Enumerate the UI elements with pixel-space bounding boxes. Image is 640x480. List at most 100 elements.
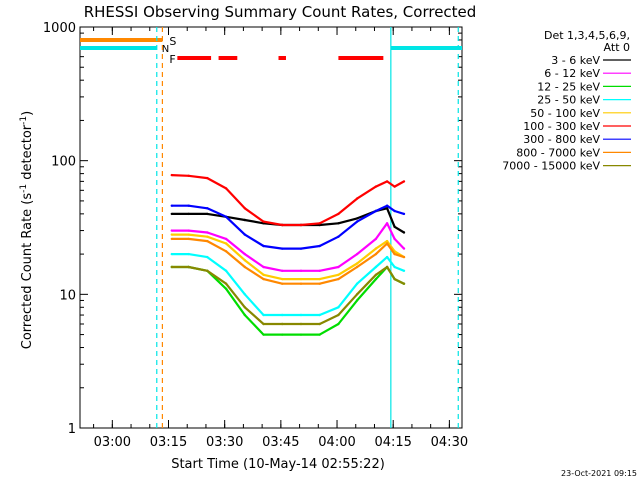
series-point xyxy=(402,180,406,183)
series-point xyxy=(299,313,303,317)
series-point xyxy=(170,252,173,256)
series-point xyxy=(355,217,359,220)
legend-entry: 12 - 25 keV xyxy=(537,80,600,93)
series-point xyxy=(299,269,303,272)
series-point xyxy=(281,333,284,336)
series-point xyxy=(385,204,389,207)
series-point xyxy=(337,306,340,309)
y-tick-label: 1 xyxy=(68,422,76,437)
series-point xyxy=(318,333,321,336)
y-tick-label: 10 xyxy=(59,288,76,303)
series-point xyxy=(187,252,190,256)
series-point xyxy=(385,222,389,225)
series-point xyxy=(224,250,228,253)
series-point xyxy=(170,237,173,241)
series-point xyxy=(187,233,190,236)
series-point xyxy=(355,265,359,269)
series-point xyxy=(385,180,389,183)
plot-frame xyxy=(79,26,463,429)
legend-entry: 6 - 12 keV xyxy=(544,67,600,80)
series-point xyxy=(355,262,359,265)
series-point xyxy=(281,282,284,285)
series-point xyxy=(318,222,321,225)
series-point xyxy=(318,282,321,285)
series-point xyxy=(224,237,228,241)
series-point xyxy=(355,252,359,256)
series-point xyxy=(299,247,303,250)
flare-flag-label: F xyxy=(169,53,175,66)
series-point xyxy=(262,322,265,326)
series-point xyxy=(374,209,378,213)
series-point xyxy=(402,247,406,250)
series-point xyxy=(299,322,303,326)
series-point xyxy=(170,265,173,269)
series-point xyxy=(299,282,303,285)
series-point xyxy=(262,244,265,248)
series-point xyxy=(206,212,209,216)
series-point xyxy=(393,209,396,213)
series-point xyxy=(170,229,173,232)
series-point xyxy=(170,233,173,236)
x-tick-label: 04:00 xyxy=(318,435,355,450)
series-point xyxy=(393,185,396,188)
legend-entry: 3 - 6 keV xyxy=(551,54,600,67)
legend-entry: 50 - 100 keV xyxy=(530,107,600,120)
series-point xyxy=(393,252,396,256)
series-point xyxy=(281,277,284,281)
x-tick-label: 04:30 xyxy=(431,435,468,450)
series-point xyxy=(393,237,396,241)
series-point xyxy=(318,322,321,326)
series-point xyxy=(393,225,396,228)
series-point xyxy=(243,265,246,269)
series-point xyxy=(385,255,389,259)
series-point xyxy=(355,282,359,285)
series-point xyxy=(243,306,246,309)
series-point xyxy=(337,322,340,326)
series-point xyxy=(206,207,209,210)
series-point xyxy=(224,187,228,190)
series-point xyxy=(243,218,246,222)
series-point xyxy=(385,207,389,210)
series-point xyxy=(337,222,340,225)
series-point xyxy=(337,235,340,238)
series-point xyxy=(224,282,228,285)
y-tick-label: 1000 xyxy=(43,21,76,36)
series-point xyxy=(318,269,321,272)
series-point xyxy=(206,176,209,180)
series-point xyxy=(393,265,396,269)
series-point xyxy=(318,244,321,248)
series-point xyxy=(374,277,378,281)
series-point xyxy=(262,277,265,281)
series-point xyxy=(299,277,303,281)
series-point xyxy=(224,269,228,272)
series-point xyxy=(337,277,340,281)
series-point xyxy=(281,322,284,326)
series-point xyxy=(206,255,209,259)
series-point xyxy=(402,212,406,216)
series-point xyxy=(262,220,265,223)
series-point xyxy=(374,252,378,256)
series-point xyxy=(243,207,246,210)
series-point xyxy=(402,231,406,234)
series-point xyxy=(170,212,173,216)
series-point xyxy=(224,242,228,245)
series-point xyxy=(374,273,378,276)
series-point xyxy=(187,229,190,232)
series-point xyxy=(337,265,340,269)
legend-header-att: Att 0 xyxy=(604,41,630,54)
series-point xyxy=(170,204,173,207)
series-point xyxy=(402,269,406,272)
series-point xyxy=(262,265,265,269)
y-axis-label: Corrected Count Rate (s-1 detector-1) xyxy=(19,111,35,349)
series-point xyxy=(206,269,209,272)
chart-title: RHESSI Observing Summary Count Rates, Co… xyxy=(84,3,477,21)
x-tick-label: 04:15 xyxy=(374,435,411,450)
series-point xyxy=(243,313,246,317)
series-line xyxy=(171,207,405,234)
x-tick-label: 03:15 xyxy=(150,435,187,450)
y-tick-label: 100 xyxy=(51,155,76,170)
legend-entry: 7000 - 15000 keV xyxy=(502,160,600,173)
series-point xyxy=(281,247,284,250)
series-point xyxy=(187,212,190,216)
legend-entry: 800 - 7000 keV xyxy=(516,146,600,159)
